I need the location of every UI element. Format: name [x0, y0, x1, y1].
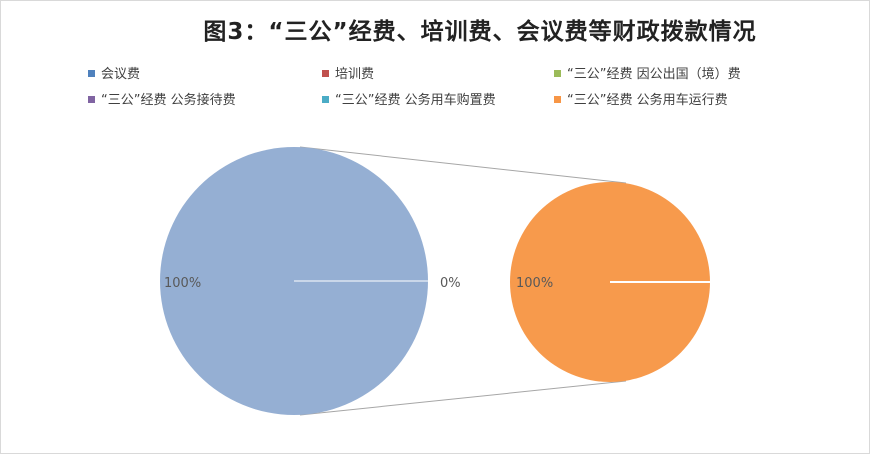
legend-item-vehicle-purchase: “三公”经费 公务用车购置费 [322, 92, 496, 110]
connector-line-bottom [299, 380, 627, 416]
legend-item-overseas: “三公”经费 因公出国（境）费 [554, 66, 741, 84]
legend-swatch [322, 70, 329, 77]
connector-line-top [299, 146, 627, 184]
legend-swatch [88, 70, 95, 77]
legend-swatch [88, 96, 95, 103]
main-pie-data-label: 100% [164, 276, 201, 291]
legend-item-training: 培训费 [322, 66, 374, 84]
other-slice-data-label: 0% [440, 276, 461, 291]
legend-swatch [554, 96, 561, 103]
chart-title: 图3：“三公”经费、培训费、会议费等财政拨款情况 [203, 19, 757, 45]
secondary-pie-data-label: 100% [516, 276, 553, 291]
legend-item-meeting: 会议费 [88, 66, 140, 84]
legend-item-vehicle-operation: “三公”经费 公务用车运行费 [554, 92, 728, 110]
legend-swatch [554, 70, 561, 77]
legend-swatch [322, 96, 329, 103]
legend-item-reception: “三公”经费 公务接待费 [88, 92, 236, 110]
